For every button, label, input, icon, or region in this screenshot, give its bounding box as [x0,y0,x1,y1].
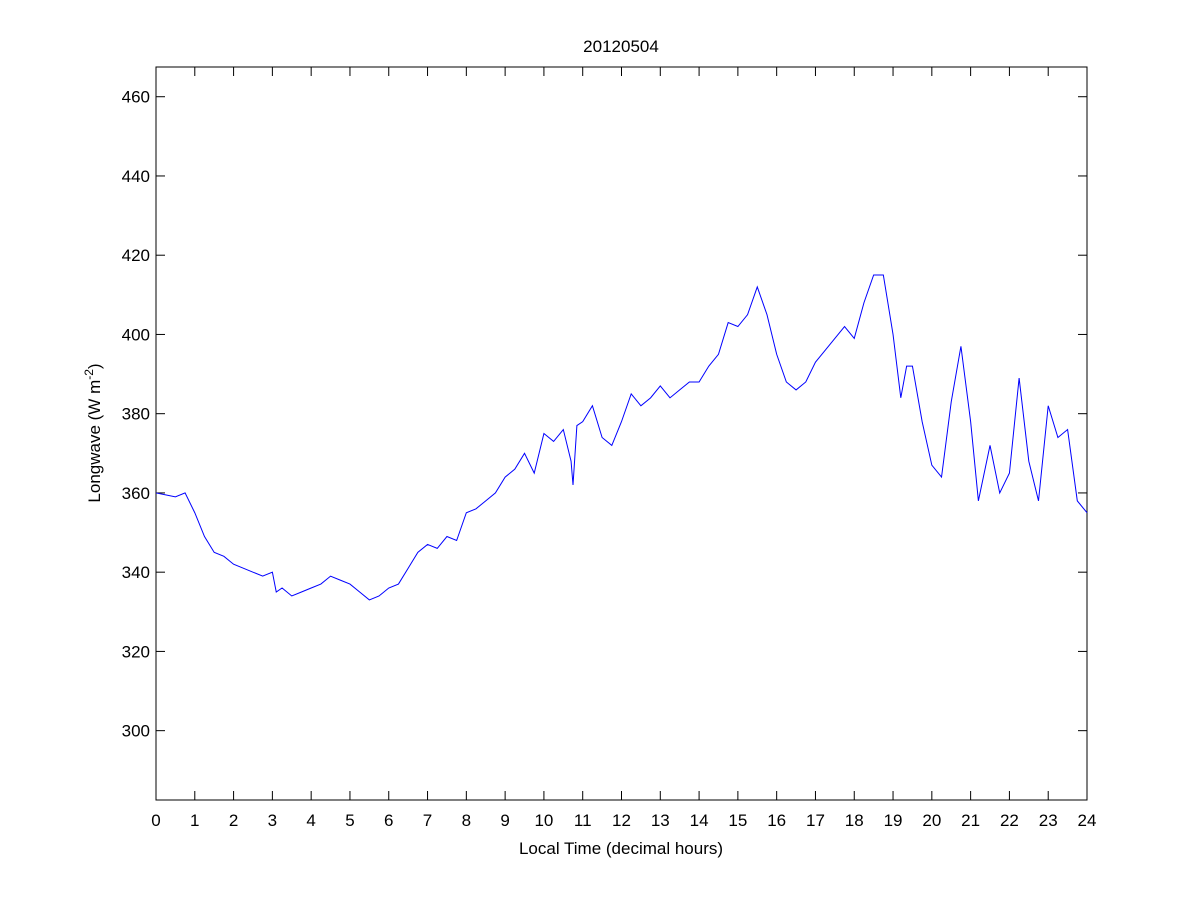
x-tick-label: 24 [1078,811,1097,830]
y-tick-label: 360 [122,484,150,503]
x-tick-label: 2 [229,811,238,830]
x-tick-label: 10 [534,811,553,830]
y-label-text: Longwave (W m [85,380,104,503]
y-tick-label: 340 [122,563,150,582]
x-tick-label: 11 [574,811,592,830]
x-tick-label: 14 [690,811,709,830]
y-axis-label: Longwave (W m-2) [82,363,104,502]
x-tick-label: 16 [767,811,786,830]
x-tick-label: 19 [884,811,903,830]
x-tick-label: 22 [1000,811,1019,830]
x-tick-label: 20 [922,811,941,830]
y-tick-label: 400 [122,325,150,344]
x-tick-label: 1 [190,811,199,830]
y-label-sup: -2 [82,369,96,380]
x-tick-label: 21 [961,811,980,830]
x-tick-label: 13 [651,811,670,830]
x-tick-label: 8 [462,811,471,830]
y-tick-label: 300 [122,722,150,741]
x-tick-label: 0 [151,811,160,830]
x-tick-label: 18 [845,811,864,830]
x-tick-label: 23 [1039,811,1058,830]
y-tick-label: 380 [122,405,150,424]
y-label-end: ) [85,363,104,369]
x-tick-label: 7 [423,811,432,830]
x-tick-label: 9 [500,811,509,830]
plot-box [155,66,1088,801]
y-tick-label: 420 [122,246,150,265]
x-tick-label: 12 [612,811,631,830]
y-tick-label: 320 [122,642,150,661]
x-axis-label: Local Time (decimal hours) [519,839,723,858]
y-tick-label: 440 [122,167,150,186]
x-tick-label: 3 [268,811,277,830]
x-tick-label: 6 [384,811,393,830]
y-tick-label: 460 [122,88,150,107]
x-tick-label: 4 [306,811,315,830]
chart-title: 20120504 [583,37,659,56]
x-tick-label: 15 [728,811,747,830]
x-tick-label: 17 [806,811,825,830]
x-tick-label: 5 [345,811,354,830]
data-line [155,274,1088,601]
